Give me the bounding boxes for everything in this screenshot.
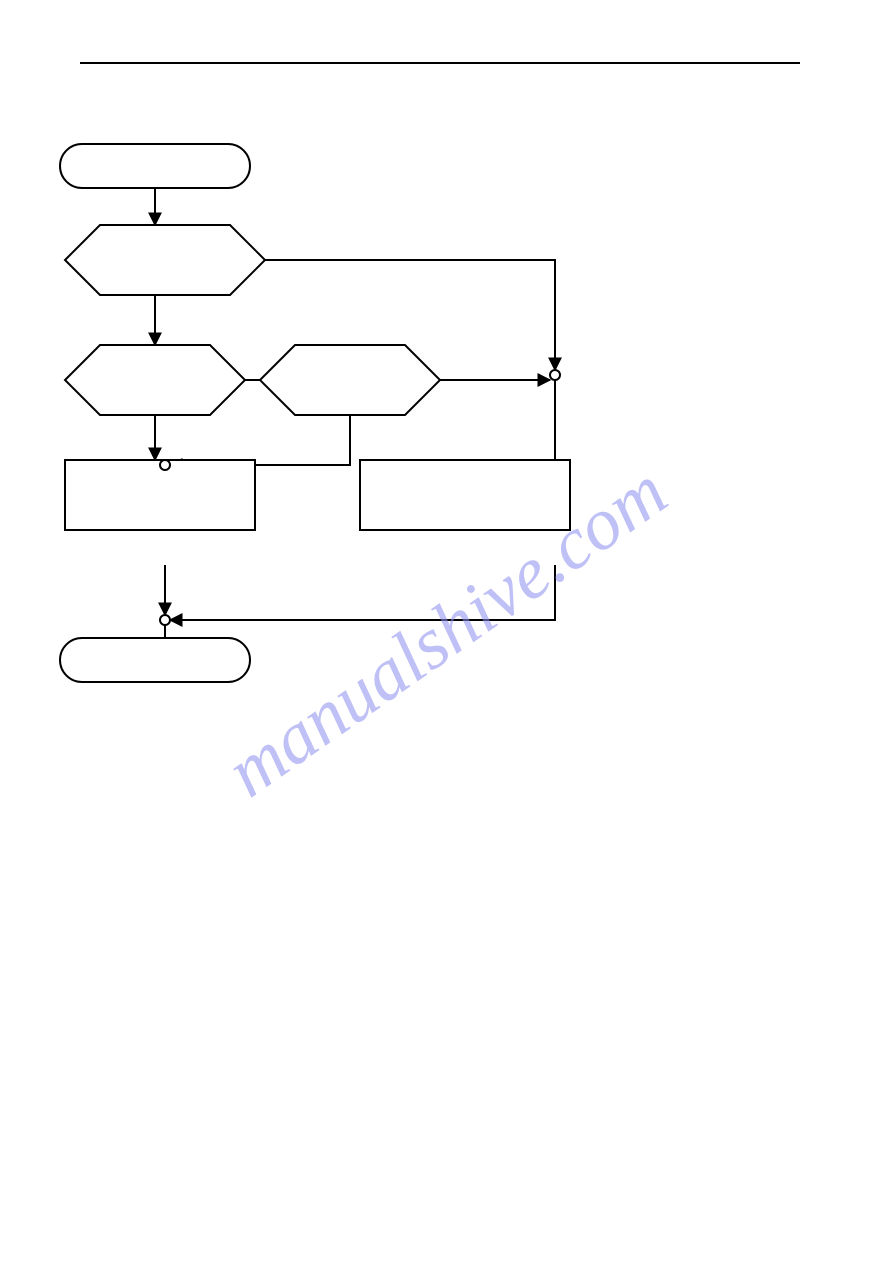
node-proc2	[360, 460, 570, 530]
node-dec2	[65, 345, 245, 415]
node-proc1	[65, 460, 255, 530]
junction-j2	[160, 460, 170, 470]
page: manualshive.com	[0, 0, 893, 1263]
edge-proc2-j3_left	[170, 565, 555, 620]
node-dec1	[65, 225, 265, 295]
node-start	[60, 144, 250, 188]
junction-j3	[160, 615, 170, 625]
edge-dec3-j2_left	[170, 415, 350, 465]
nodes-group	[60, 144, 570, 682]
node-end	[60, 638, 250, 682]
flowchart-svg	[0, 0, 893, 1263]
node-dec3	[260, 345, 440, 415]
junction-j1	[550, 370, 560, 380]
